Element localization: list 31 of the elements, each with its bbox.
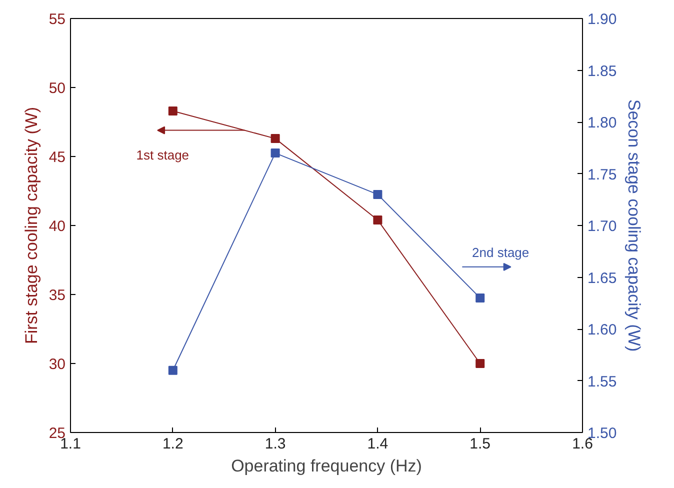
point xyxy=(476,359,485,368)
point xyxy=(270,148,280,158)
y2-tick-label: 1.55 xyxy=(588,373,617,390)
point xyxy=(270,134,280,144)
point xyxy=(476,293,485,302)
annotation: 2nd stage xyxy=(472,244,530,260)
y2-tick-label: 1.75 xyxy=(588,166,617,184)
x-tick-label: 1.5 xyxy=(470,436,491,452)
point xyxy=(373,190,382,199)
point xyxy=(168,106,178,116)
y-tick-label: 35 xyxy=(48,287,66,304)
y-tick-label: 50 xyxy=(48,80,66,97)
y-axis-title: First stage cooling capacity (W) xyxy=(22,106,41,344)
x-tick-label: 1.4 xyxy=(367,436,388,452)
annotation: 1st stage xyxy=(136,148,190,163)
x-axis-title: Operating frequency (Hz) xyxy=(231,456,422,476)
y2-tick-label: 1.80 xyxy=(588,114,617,132)
x-tick-label: 1.3 xyxy=(264,436,286,452)
y2-axis-title: Secon stage cooling capacity (W) xyxy=(624,99,644,352)
y-tick-label: 30 xyxy=(48,356,66,373)
y-tick-label: 40 xyxy=(48,218,66,235)
point xyxy=(373,215,382,224)
y2-tick-label: 1.70 xyxy=(588,218,617,235)
y2-tick-label: 1.60 xyxy=(588,322,617,338)
y2-tick-label: 1.85 xyxy=(588,62,617,80)
y-tick-label: 55 xyxy=(48,11,66,28)
x-tick-label: 1.2 xyxy=(162,436,184,452)
point xyxy=(168,366,178,375)
y-tick-label: 45 xyxy=(48,149,66,166)
y2-tick-label: 1.65 xyxy=(588,270,617,287)
y2-tick-label: 1.90 xyxy=(588,11,617,28)
